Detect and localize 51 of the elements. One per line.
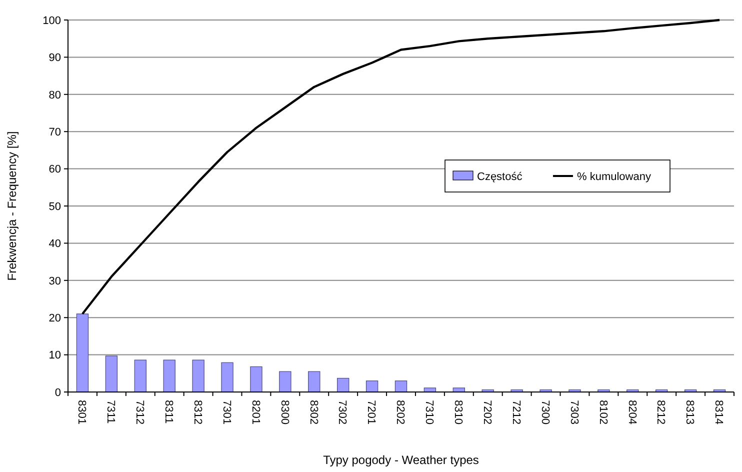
x-tick-label: 7311 bbox=[104, 400, 117, 424]
bar bbox=[163, 360, 176, 392]
x-tick-label: 8202 bbox=[394, 400, 406, 424]
x-tick-label: 8314 bbox=[712, 400, 725, 424]
x-tick-label: 8300 bbox=[278, 400, 290, 424]
y-tick-label: 90 bbox=[48, 52, 61, 64]
bar bbox=[134, 360, 146, 392]
x-tick-label: 7300 bbox=[538, 400, 551, 424]
bar bbox=[308, 371, 320, 392]
y-tick-label: 0 bbox=[54, 386, 61, 399]
y-tick-label: 80 bbox=[48, 89, 61, 102]
y-tick-label: 30 bbox=[48, 275, 61, 288]
bar bbox=[76, 314, 89, 392]
bar bbox=[192, 360, 204, 392]
y-tick-label: 20 bbox=[48, 312, 61, 324]
x-tick-label: 8311 bbox=[162, 400, 174, 424]
bar bbox=[105, 356, 118, 392]
x-tick-label: 7201 bbox=[365, 400, 378, 424]
x-tick-label: 8212 bbox=[654, 400, 667, 424]
legend-label: % kumulowany bbox=[577, 170, 652, 183]
bar bbox=[336, 378, 350, 392]
y-axis-title: Frekwencja - Frequency [%] bbox=[5, 131, 19, 281]
x-tick-label: 8102 bbox=[596, 400, 609, 424]
y-tick-label: 70 bbox=[48, 126, 61, 138]
bar bbox=[221, 362, 234, 392]
x-tick-label: 7212 bbox=[510, 400, 522, 424]
x-tick-label: 7312 bbox=[134, 400, 146, 424]
x-tick-label: 8201 bbox=[249, 400, 262, 424]
x-tick-label: 8312 bbox=[191, 400, 204, 424]
x-tick-label: 8310 bbox=[452, 400, 464, 424]
legend-label: Częstość bbox=[477, 170, 523, 183]
bar bbox=[366, 380, 378, 392]
x-tick-label: 8204 bbox=[626, 400, 638, 424]
x-tick-label: 7303 bbox=[568, 400, 580, 424]
y-tick-label: 40 bbox=[48, 238, 61, 250]
y-tick-label: 10 bbox=[48, 350, 61, 362]
y-tick-label: 100 bbox=[42, 14, 61, 27]
y-tick-label: 50 bbox=[48, 200, 61, 213]
x-tick-label: 7302 bbox=[336, 400, 348, 424]
bar bbox=[279, 371, 292, 392]
y-tick-label: 60 bbox=[48, 164, 61, 176]
x-tick-label: 7310 bbox=[423, 400, 436, 424]
bar bbox=[394, 380, 408, 392]
bar bbox=[250, 366, 262, 392]
x-tick-label: 7202 bbox=[481, 400, 494, 424]
x-axis-title: Typy pogody - Weather types bbox=[323, 453, 479, 467]
x-tick-label: 7301 bbox=[220, 400, 232, 424]
x-tick-label: 8313 bbox=[684, 400, 696, 424]
x-tick-label: 8301 bbox=[76, 400, 88, 424]
x-tick-label: 8302 bbox=[307, 400, 320, 424]
line-series bbox=[81, 18, 721, 315]
